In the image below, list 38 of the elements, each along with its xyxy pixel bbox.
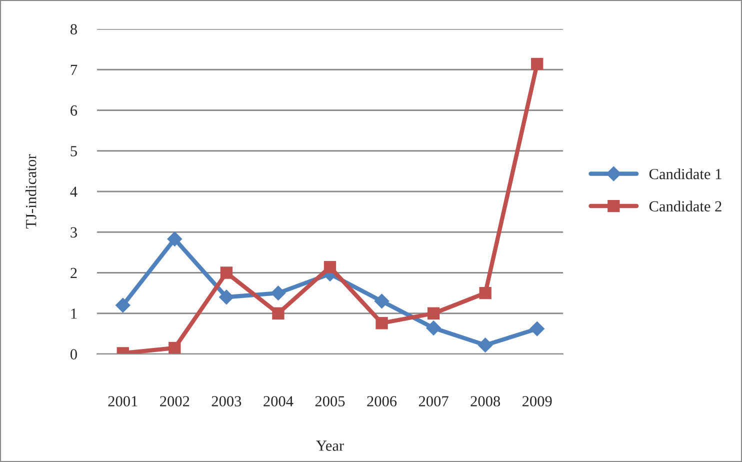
point <box>376 317 388 330</box>
point <box>374 294 390 309</box>
point <box>168 342 181 354</box>
x-tick-label: 2004 <box>264 396 294 406</box>
point <box>167 232 182 246</box>
y-tick-label: 6 <box>70 105 78 116</box>
point <box>324 260 336 274</box>
y-tick-label: 0 <box>70 349 77 360</box>
legend-label: Candidate 2 <box>649 200 722 212</box>
x-tick-label: 2002 <box>160 396 190 406</box>
point <box>478 338 493 352</box>
x-tick-label: 2005 <box>315 396 345 406</box>
y-tick-label: 4 <box>70 186 78 197</box>
point <box>531 58 544 70</box>
y-tick-label: 8 <box>70 24 77 34</box>
x-tick-label: 2006 <box>367 396 397 406</box>
point <box>270 286 286 300</box>
point <box>426 320 441 336</box>
y-tick-label: 2 <box>70 268 77 278</box>
y-tick-label: 1 <box>71 308 77 319</box>
x-tick-label: 2008 <box>470 396 500 406</box>
point <box>530 321 545 336</box>
point <box>115 298 130 313</box>
y-axis-title: TJ-indicator <box>26 154 36 229</box>
y-tick-label: 7 <box>70 64 78 75</box>
legend-label: Candidate 1 <box>649 168 722 180</box>
x-tick-label: 2007 <box>418 396 448 406</box>
x-tick-label: 2001 <box>108 396 138 406</box>
point <box>479 286 492 300</box>
point <box>220 266 233 279</box>
x-axis-title: Year <box>316 440 344 451</box>
x-tick-label: 2003 <box>212 396 242 406</box>
point <box>427 307 440 320</box>
x-tick-label: 2009 <box>522 396 552 406</box>
point <box>272 307 284 320</box>
y-tick-label: 3 <box>70 227 77 238</box>
point <box>219 290 234 305</box>
y-tick-label: 5 <box>70 146 77 156</box>
